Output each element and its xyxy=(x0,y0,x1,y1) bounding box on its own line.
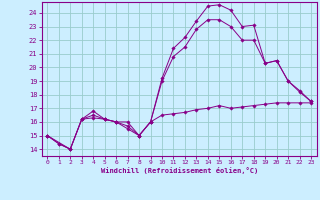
X-axis label: Windchill (Refroidissement éolien,°C): Windchill (Refroidissement éolien,°C) xyxy=(100,167,258,174)
